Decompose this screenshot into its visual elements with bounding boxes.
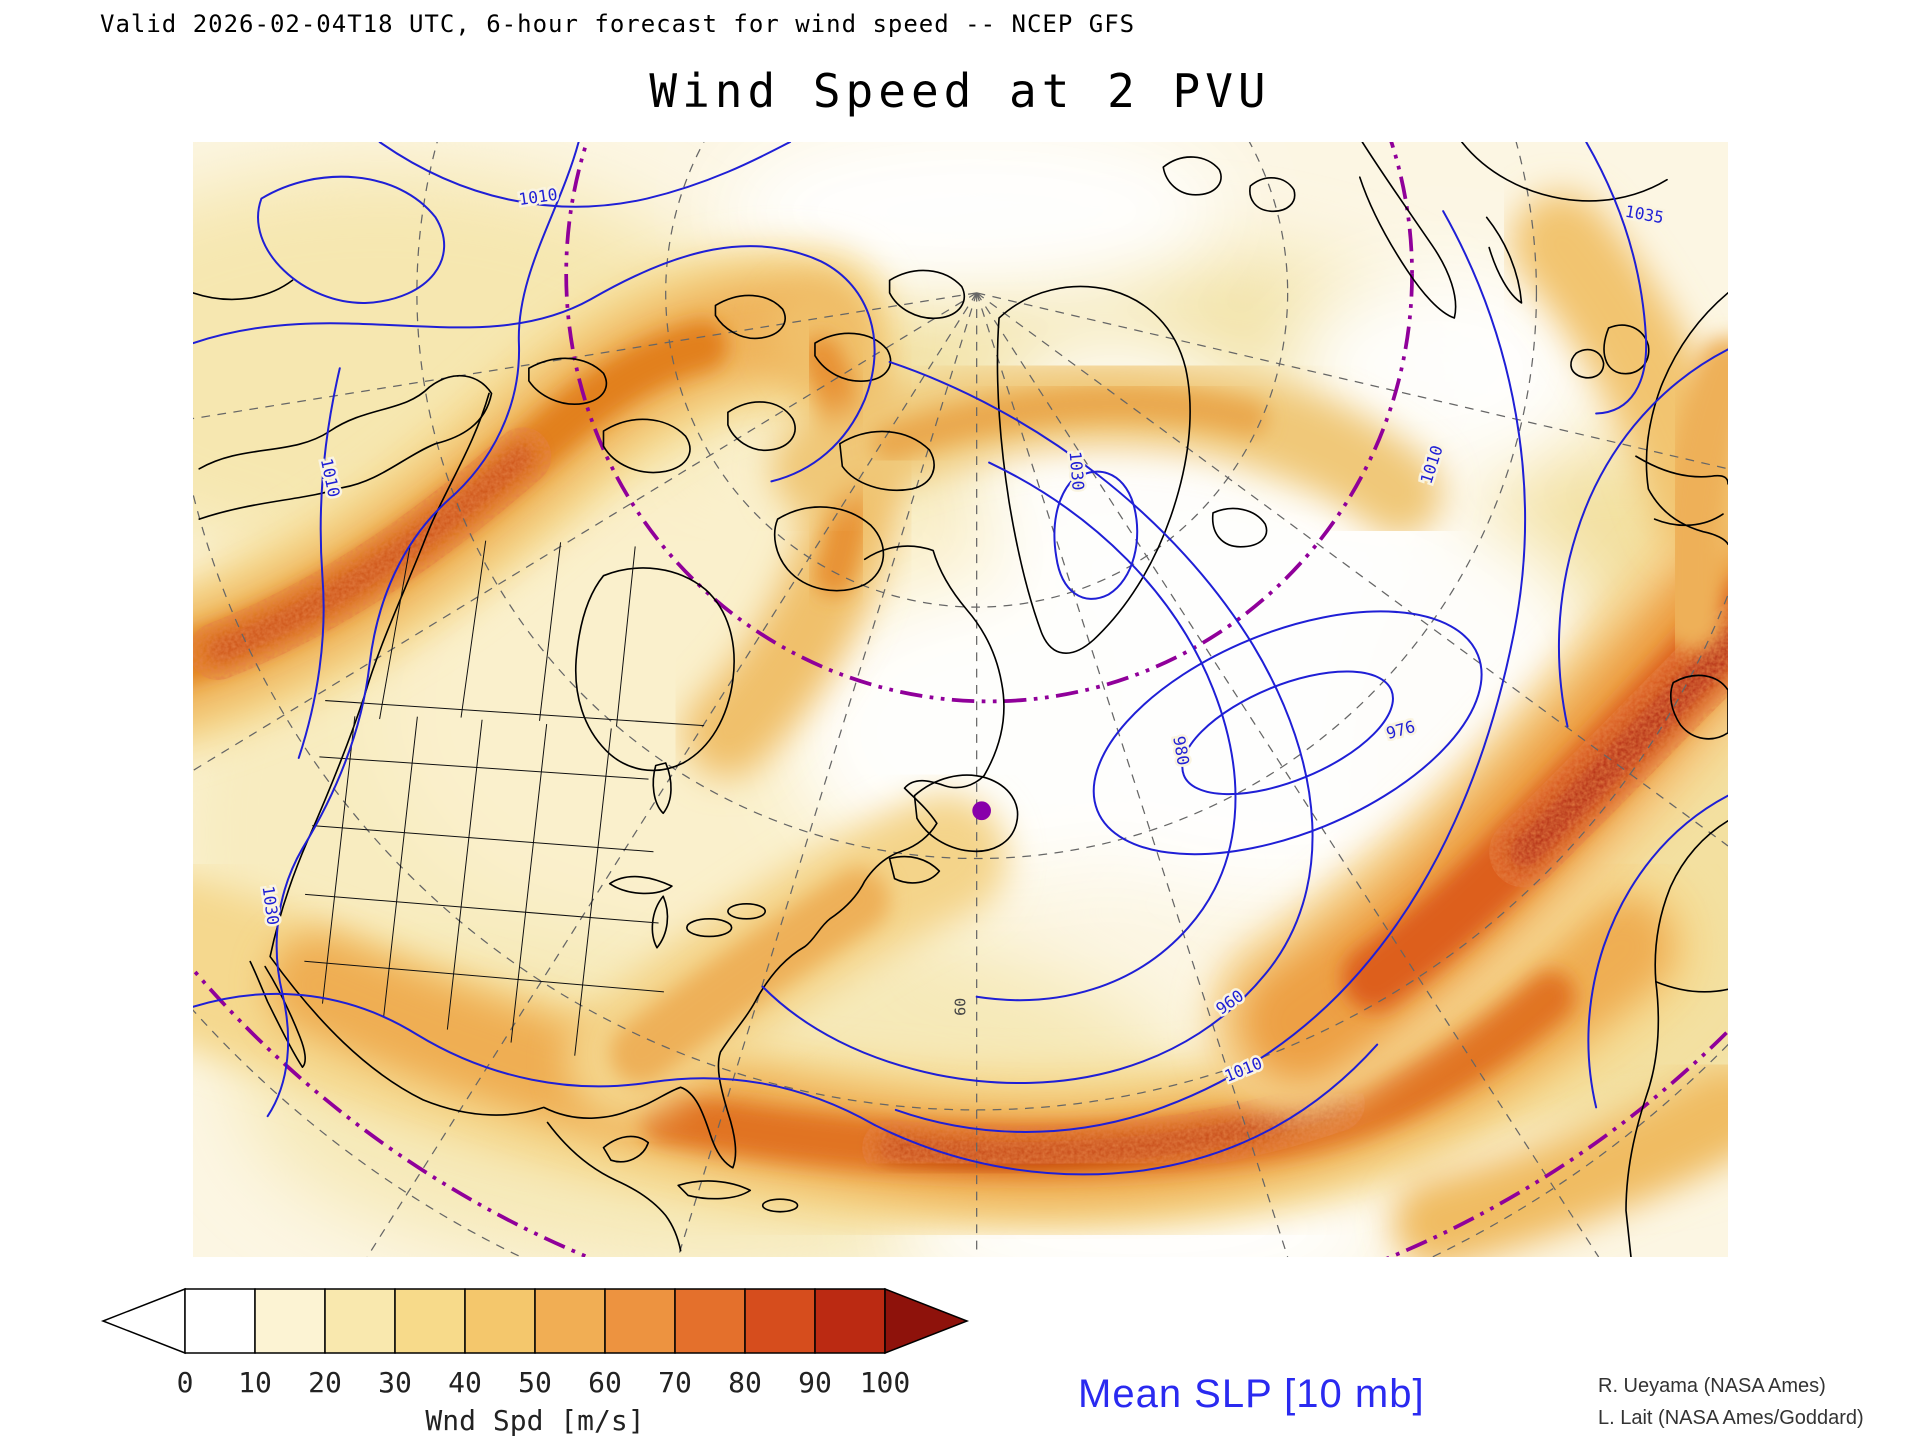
colorbar-tick: 10 [238,1366,272,1399]
colorbar-cell [674,1288,746,1354]
colorbar-canvas [100,1287,970,1355]
page-title: Wind Speed at 2 PVU [649,64,1271,118]
colorbar [95,1285,975,1357]
colorbar-right-arrow [884,1287,970,1355]
colorbar-tick: 80 [728,1366,762,1399]
colorbar-tick: 20 [308,1366,342,1399]
credits: R. Ueyama (NASA Ames) L. Lait (NASA Ames… [1598,1370,1864,1434]
colorbar-tick: 90 [798,1366,832,1399]
colorbar-left-arrow [100,1287,186,1355]
colorbar-cell [184,1288,256,1354]
colorbar-cell [464,1288,536,1354]
credit-line: L. Lait (NASA Ames/Goddard) [1598,1407,1864,1429]
colorbar-tick: 50 [518,1366,552,1399]
colorbar-cell [534,1288,606,1354]
colorbar-tick: 0 [176,1366,194,1399]
colorbar-tick: 30 [378,1366,412,1399]
colorbar-cell [604,1288,676,1354]
colorbar-cell [744,1288,816,1354]
station-marker [972,801,991,821]
graticule [193,142,1728,1257]
colorbar-axis-label: Wnd Spd [m/s] [425,1404,645,1437]
colorbar-cell [814,1288,886,1354]
special-latitude-circles [193,142,1728,1257]
contour-label: 1030 [1066,450,1088,491]
colorbar-tick: 70 [658,1366,692,1399]
colorbar-cell [394,1288,466,1354]
colorbar-cell [324,1288,396,1354]
valid-time-line: Valid 2026-02-04T18 UTC, 6-hour forecast… [100,10,1136,38]
colorbar-tick: 40 [448,1366,482,1399]
colorbar-cell [254,1288,326,1354]
state-borders [304,540,705,1056]
colorbar-tick: 60 [588,1366,622,1399]
map-canvas: 60 [193,142,1728,1257]
graticule-longitude-label: 60 [952,998,970,1016]
slp-contours [193,142,1728,1176]
credit-line: R. Ueyama (NASA Ames) [1598,1375,1826,1397]
coastlines [193,142,1728,1257]
colorbar-tick: 100 [859,1366,911,1399]
slp-overlay-label: Mean SLP [10 mb] [1078,1372,1425,1416]
map-panel: 60 [193,142,1728,1257]
